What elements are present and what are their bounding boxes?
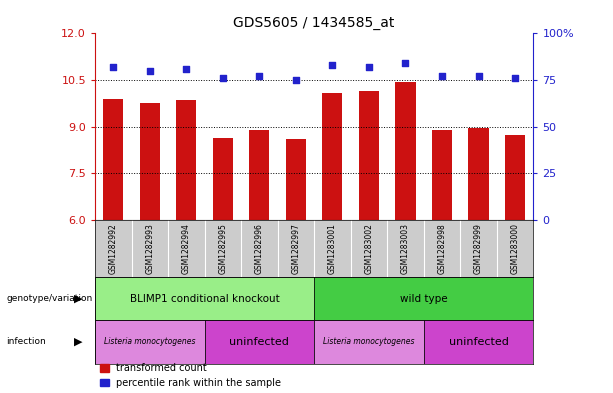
Text: uninfected: uninfected xyxy=(449,337,508,347)
Text: wild type: wild type xyxy=(400,294,447,304)
Bar xyxy=(322,92,343,220)
Bar xyxy=(140,103,160,220)
Text: GSM1282996: GSM1282996 xyxy=(255,223,264,274)
Bar xyxy=(424,320,533,364)
Bar xyxy=(314,320,424,364)
Text: GSM1283002: GSM1283002 xyxy=(365,223,373,274)
Text: ▶: ▶ xyxy=(74,294,83,304)
Point xyxy=(218,75,228,81)
Point xyxy=(291,77,301,83)
Text: GSM1282997: GSM1282997 xyxy=(291,223,300,274)
Bar xyxy=(505,134,525,220)
Bar xyxy=(95,277,314,320)
Point xyxy=(145,68,154,74)
Text: Listeria monocytogenes: Listeria monocytogenes xyxy=(104,338,196,346)
Text: uninfected: uninfected xyxy=(229,337,289,347)
Text: GSM1282993: GSM1282993 xyxy=(145,223,154,274)
Point xyxy=(254,73,264,79)
Bar xyxy=(95,320,205,364)
Text: GSM1283001: GSM1283001 xyxy=(328,223,337,274)
Bar xyxy=(432,130,452,220)
Bar xyxy=(249,130,270,220)
Bar xyxy=(103,99,123,220)
Point xyxy=(474,73,484,79)
Point xyxy=(109,64,118,70)
Text: BLIMP1 conditional knockout: BLIMP1 conditional knockout xyxy=(130,294,280,304)
Title: GDS5605 / 1434585_at: GDS5605 / 1434585_at xyxy=(234,16,395,29)
Bar xyxy=(205,320,314,364)
Text: infection: infection xyxy=(6,338,46,346)
Bar xyxy=(213,138,233,220)
Text: Listeria monocytogenes: Listeria monocytogenes xyxy=(323,338,415,346)
Text: GSM1282998: GSM1282998 xyxy=(438,223,446,274)
Legend: transformed count, percentile rank within the sample: transformed count, percentile rank withi… xyxy=(100,363,281,388)
Point xyxy=(327,62,337,68)
Bar xyxy=(177,100,196,220)
Text: GSM1282999: GSM1282999 xyxy=(474,223,483,274)
Point xyxy=(181,66,191,72)
Text: GSM1282992: GSM1282992 xyxy=(109,223,118,274)
Text: GSM1283003: GSM1283003 xyxy=(401,223,410,274)
Text: GSM1283000: GSM1283000 xyxy=(511,223,520,274)
Text: genotype/variation: genotype/variation xyxy=(6,294,93,303)
Bar xyxy=(359,91,379,220)
Bar xyxy=(314,277,533,320)
Bar xyxy=(286,139,306,220)
Text: GSM1282995: GSM1282995 xyxy=(218,223,227,274)
Text: ▶: ▶ xyxy=(74,337,83,347)
Bar xyxy=(395,82,416,220)
Point xyxy=(437,73,447,79)
Bar xyxy=(468,128,489,220)
Point xyxy=(364,64,374,70)
Point xyxy=(400,60,410,66)
Text: GSM1282994: GSM1282994 xyxy=(182,223,191,274)
Point xyxy=(510,75,520,81)
